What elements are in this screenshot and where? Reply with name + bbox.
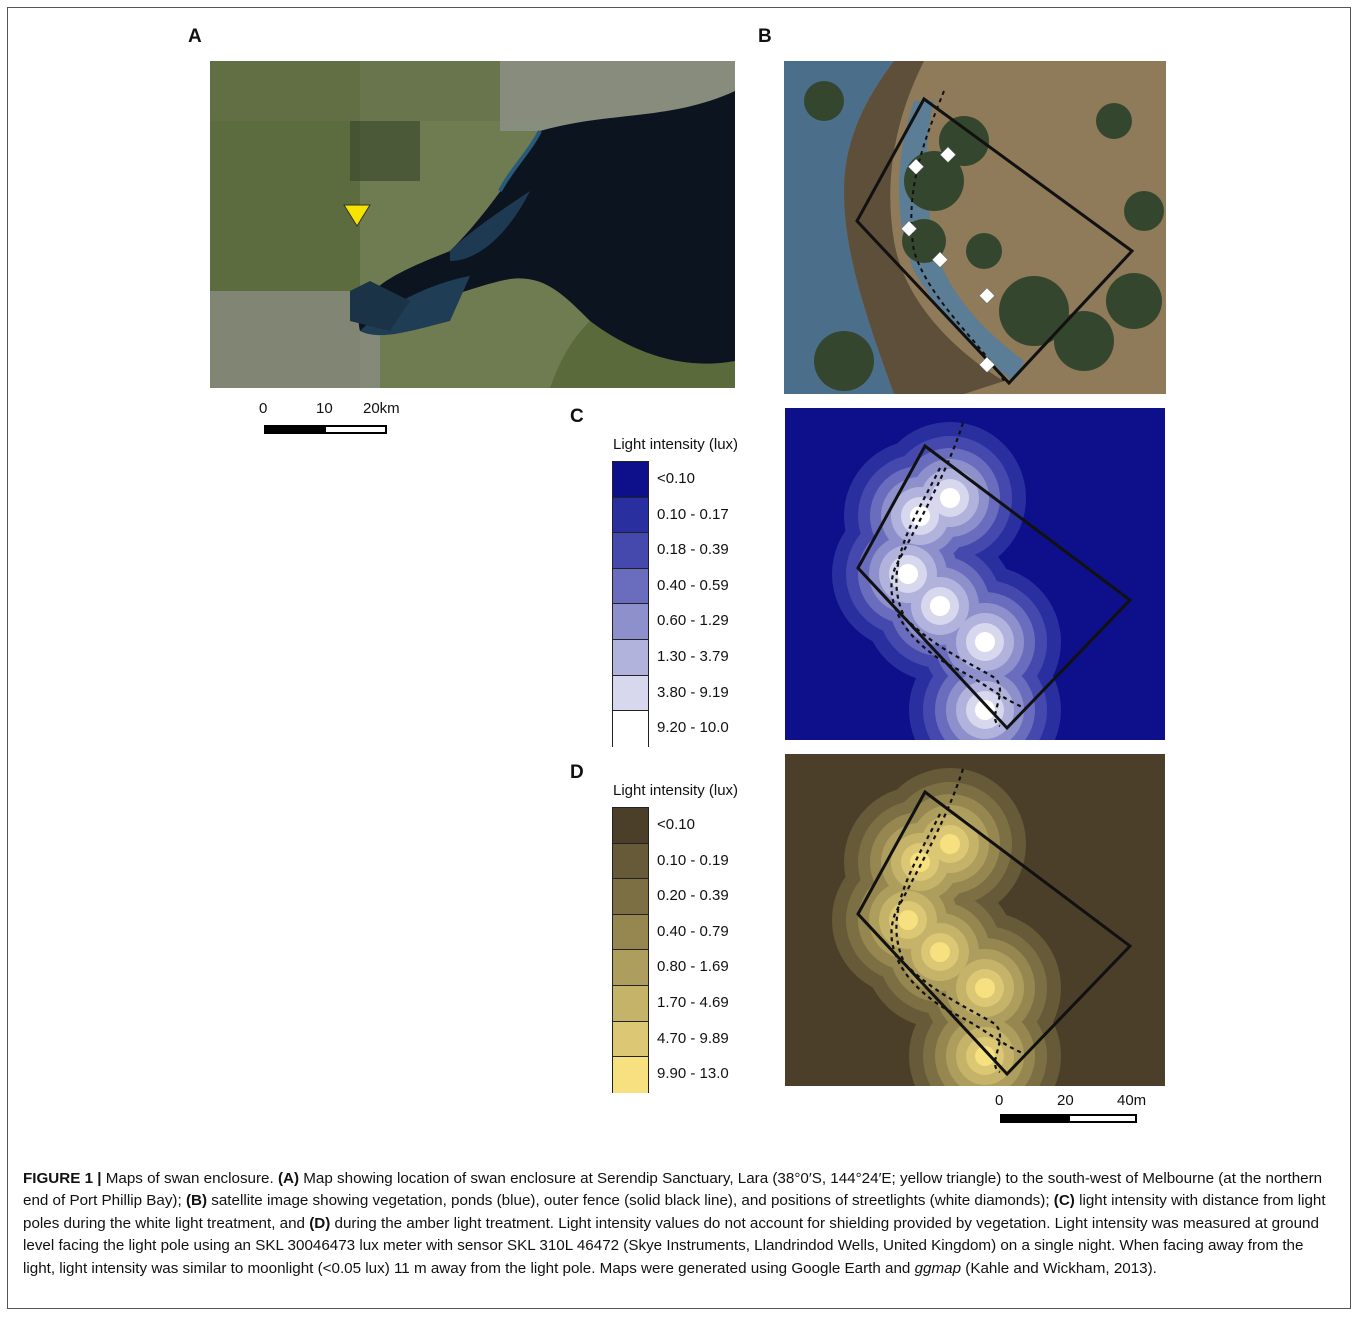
scale-tick: 0	[259, 400, 268, 417]
figure-frame	[7, 7, 1351, 1309]
caption-text: (Kahle and Wickham, 2013).	[961, 1259, 1157, 1277]
regional-satellite-map	[210, 61, 735, 388]
panel-label-a: A	[188, 26, 202, 47]
scale-tick: 10	[316, 400, 333, 417]
legend-swatch	[613, 914, 648, 951]
amber-light-intensity-map	[785, 754, 1165, 1086]
legend-swatch	[613, 533, 648, 569]
caption-panel-a: (A)	[277, 1170, 300, 1187]
pond-outline	[890, 422, 1026, 727]
legend-label: 3.80 - 9.19	[657, 683, 729, 701]
scale-bar-km: 0 10 20km	[259, 400, 400, 434]
legend-title-amber: Light intensity (lux)	[613, 782, 739, 799]
scale-tick: 40m	[1117, 1092, 1147, 1109]
legend-label: 0.40 - 0.59	[657, 576, 729, 594]
legend-label: 0.10 - 0.17	[657, 505, 729, 523]
streetlight-marker	[939, 146, 957, 163]
pond-outline	[890, 768, 1026, 1073]
light-intensity-contour	[930, 596, 950, 616]
light-intensity-contour	[975, 700, 995, 720]
panel-label-d: D	[570, 762, 584, 783]
legend-label: <0.10	[657, 816, 695, 833]
light-intensity-contour	[975, 632, 995, 652]
legend-label: 0.10 - 0.19	[657, 851, 729, 869]
light-intensity-contour	[910, 852, 930, 872]
legend-swatch	[613, 497, 648, 534]
legend-swatches-amber	[612, 807, 649, 1093]
scale-tick: 20km	[363, 400, 400, 417]
legend-label: 1.30 - 3.79	[657, 647, 729, 665]
streetlight-marker	[907, 158, 925, 175]
streetlight-marker	[978, 356, 996, 373]
light-intensity-contour	[975, 1046, 995, 1066]
enclosure-location-marker	[343, 204, 371, 227]
legend-swatch	[613, 950, 648, 986]
legend-label: 4.70 - 9.89	[657, 1029, 729, 1047]
caption-panel-d: (D)	[309, 1214, 331, 1232]
legend-swatch	[613, 1057, 648, 1093]
panel-label-b: B	[758, 26, 772, 47]
legend-label: 0.60 - 1.29	[657, 612, 729, 630]
caption-panel-b: (B)	[185, 1192, 208, 1210]
legend-label: <0.10	[657, 470, 695, 487]
caption-text: during the amber light treatment. Light …	[23, 1214, 1319, 1277]
panel-label-c: C	[570, 406, 584, 427]
legend-labels-amber: <0.10 0.10 - 0.19 0.20 - 0.39 0.40 - 0.79 0.…	[657, 807, 729, 1092]
legend-labels-white: <0.10 0.10 - 0.17 0.18 - 0.39 0.40 - 0.59 0.…	[657, 461, 729, 746]
caption-software-name: ggmap	[914, 1259, 962, 1277]
legend-label: 0.80 - 1.69	[657, 958, 729, 976]
legend-title-white: Light intensity (lux)	[613, 436, 739, 453]
legend-swatch	[613, 604, 648, 640]
legend-label: 9.20 - 10.0	[657, 719, 729, 737]
light-intensity-contour	[975, 978, 995, 998]
figure-caption: FIGURE 1 | Maps of swan enclosure. (A) M…	[23, 1168, 1339, 1280]
legend-swatch	[613, 843, 648, 880]
light-intensity-contour	[930, 942, 950, 962]
legend-swatches-white	[612, 461, 649, 747]
white-light-intensity-map	[785, 408, 1165, 740]
streetlight-marker	[931, 251, 949, 268]
legend-label: 0.40 - 0.79	[657, 922, 729, 940]
light-intensity-contour	[898, 564, 918, 584]
caption-text: Maps of swan enclosure.	[101, 1170, 278, 1187]
caption-panel-c: (C)	[1053, 1192, 1075, 1210]
light-intensity-contour	[940, 488, 960, 508]
legend-label: 1.70 - 4.69	[657, 993, 729, 1011]
legend-label: 9.90 - 13.0	[657, 1065, 729, 1083]
enclosure-fence	[856, 443, 1133, 731]
light-intensity-contour	[898, 910, 918, 930]
legend-label: 0.20 - 0.39	[657, 887, 729, 905]
legend-swatch	[613, 462, 648, 498]
caption-text: light intensity with distance from light…	[23, 1192, 1326, 1232]
legend-swatch	[613, 675, 648, 712]
scale-tick: 0	[995, 1092, 1004, 1109]
figure-label: FIGURE 1 |	[23, 1170, 102, 1187]
enclosure-satellite-map	[784, 61, 1166, 394]
light-intensity-contour	[940, 834, 960, 854]
enclosure-fence	[856, 789, 1133, 1077]
scale-tick: 20	[1057, 1092, 1074, 1109]
legend-swatch	[613, 808, 648, 844]
caption-text: satellite image showing vegetation, pond…	[207, 1192, 1054, 1210]
light-intensity-contour	[910, 506, 930, 526]
legend-swatch	[613, 1021, 648, 1058]
caption-text: Map showing location of swan enclosure a…	[23, 1170, 1323, 1210]
legend-label: 0.18 - 0.39	[657, 541, 729, 559]
legend-swatch	[613, 879, 648, 915]
scale-bar-m: 0 20 40m	[995, 1092, 1165, 1123]
legend-swatch	[613, 568, 648, 605]
streetlight-marker	[978, 287, 996, 304]
legend-swatch	[613, 639, 648, 676]
legend-swatch	[613, 985, 648, 1022]
legend-swatch	[613, 711, 648, 747]
streetlight-marker	[900, 220, 918, 237]
